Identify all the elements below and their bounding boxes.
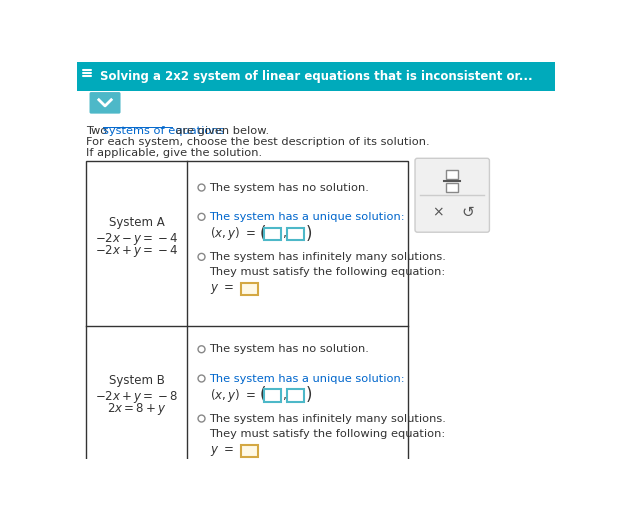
Text: are given below.: are given below. (172, 126, 269, 136)
Text: The system has infinitely many solutions.: The system has infinitely many solutions… (209, 252, 445, 262)
FancyBboxPatch shape (446, 170, 458, 179)
FancyBboxPatch shape (241, 445, 258, 457)
FancyBboxPatch shape (89, 92, 120, 114)
Text: For each system, choose the best description of its solution.: For each system, choose the best descrip… (86, 137, 430, 147)
Text: ,: , (283, 389, 286, 402)
FancyBboxPatch shape (77, 62, 555, 90)
Text: They must satisfy the following equation:: They must satisfy the following equation… (209, 429, 445, 439)
Text: ×: × (433, 205, 444, 220)
Text: Two: Two (86, 126, 111, 136)
Text: $-2x-y=-4$: $-2x-y=-4$ (95, 231, 178, 247)
FancyBboxPatch shape (287, 228, 304, 240)
Text: (: ( (259, 386, 266, 405)
Text: The system has infinitely many solutions.: The system has infinitely many solutions… (209, 413, 445, 424)
Text: (: ( (259, 225, 266, 243)
Text: $(x, y)\ =$: $(x, y)\ =$ (210, 225, 256, 242)
Text: ): ) (306, 386, 312, 405)
Text: $y\ =$: $y\ =$ (210, 444, 234, 458)
Text: $(x, y)\ =$: $(x, y)\ =$ (210, 387, 256, 404)
Text: systems of equations: systems of equations (104, 126, 225, 136)
Text: ↺: ↺ (461, 205, 474, 220)
Text: System A: System A (109, 216, 165, 229)
FancyBboxPatch shape (446, 183, 458, 192)
Text: Solving a 2x2 system of linear equations that is inconsistent or...: Solving a 2x2 system of linear equations… (101, 70, 533, 83)
FancyBboxPatch shape (415, 158, 489, 232)
FancyBboxPatch shape (264, 228, 281, 240)
FancyBboxPatch shape (287, 389, 304, 401)
Text: System B: System B (109, 374, 165, 386)
Text: The system has no solution.: The system has no solution. (209, 183, 369, 192)
Text: $y\ =$: $y\ =$ (210, 282, 234, 296)
Text: $-2x+y=-4$: $-2x+y=-4$ (95, 244, 178, 260)
Text: $2x=8+y$: $2x=8+y$ (107, 401, 167, 417)
Text: ,: , (283, 227, 286, 240)
Text: If applicable, give the solution.: If applicable, give the solution. (86, 148, 263, 157)
Text: They must satisfy the following equation:: They must satisfy the following equation… (209, 267, 445, 277)
Text: ): ) (306, 225, 312, 243)
Text: The system has a unique solution:: The system has a unique solution: (209, 374, 405, 383)
FancyBboxPatch shape (241, 283, 258, 295)
Text: The system has no solution.: The system has no solution. (209, 344, 369, 354)
Text: $-2x+y=-8$: $-2x+y=-8$ (95, 389, 178, 405)
FancyBboxPatch shape (264, 389, 281, 401)
Text: The system has a unique solution:: The system has a unique solution: (209, 212, 405, 222)
